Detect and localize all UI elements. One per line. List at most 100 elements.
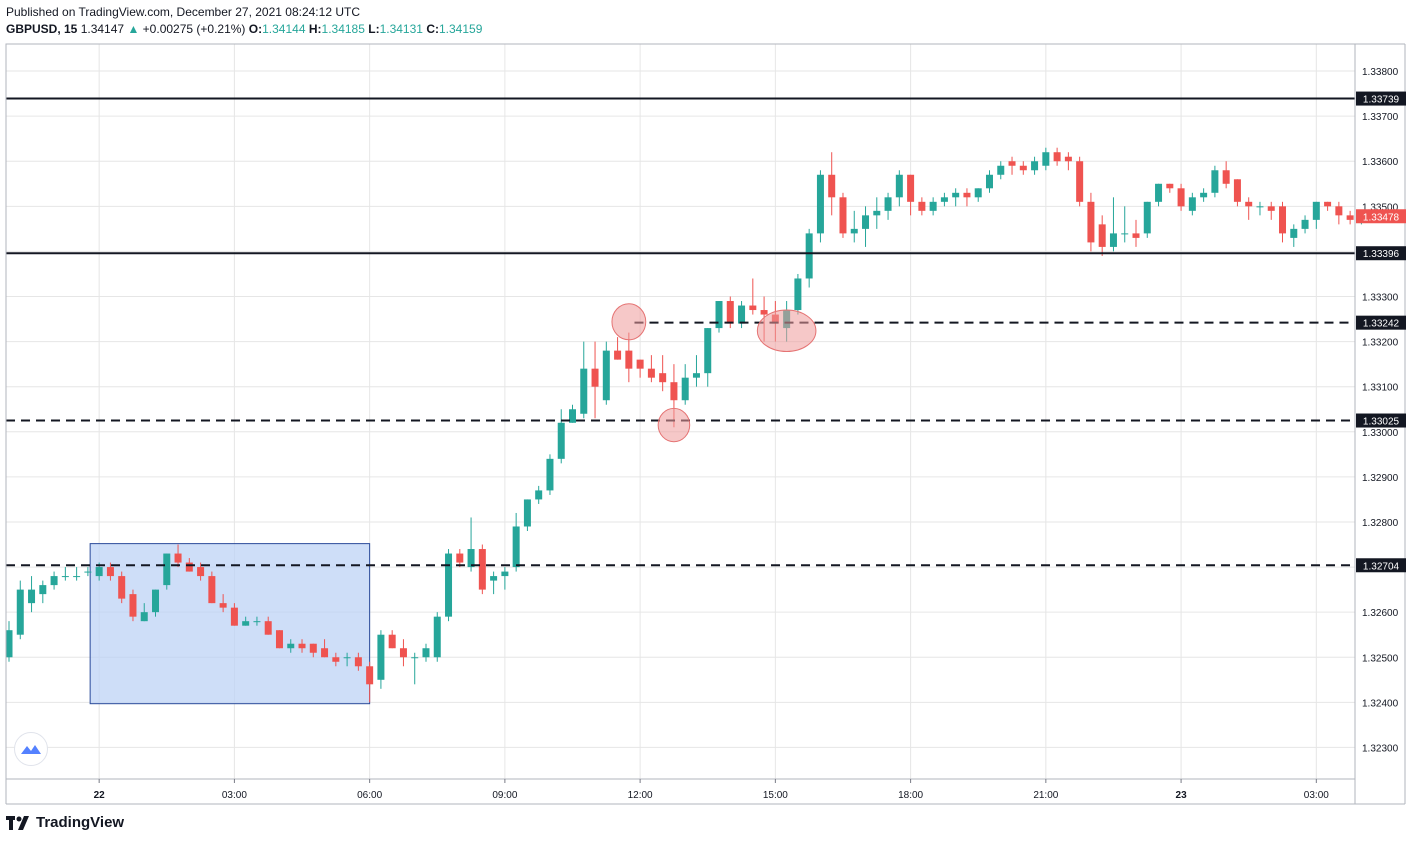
- candle-body: [456, 553, 464, 563]
- candle-body: [1132, 233, 1140, 238]
- candle-body: [850, 228, 858, 234]
- x-tick-label: 06:00: [357, 790, 382, 801]
- candle-body: [1064, 156, 1072, 162]
- tradingview-watermark-icon[interactable]: [14, 732, 48, 766]
- candle-body: [907, 174, 915, 202]
- candle-body: [726, 301, 734, 324]
- candle-body: [16, 589, 24, 635]
- candle-body: [749, 305, 757, 311]
- candle-body: [985, 174, 993, 189]
- circle-annotation[interactable]: [611, 303, 647, 341]
- candle-body: [1155, 183, 1163, 202]
- candle-body: [659, 373, 667, 383]
- x-tick-label: 23: [1176, 790, 1188, 801]
- candle-body: [1053, 152, 1061, 162]
- candle-body: [1076, 161, 1084, 202]
- candle-body: [1346, 215, 1354, 220]
- candle-body: [974, 188, 982, 198]
- candle-body: [118, 576, 126, 599]
- candle-body: [647, 368, 655, 378]
- level-price-label: 1.33025: [1363, 417, 1400, 428]
- x-tick-label: 12:00: [628, 790, 653, 801]
- candle-body: [354, 657, 362, 667]
- current-price-label: 1.33478: [1363, 212, 1400, 223]
- y-tick-label: 1.33600: [1362, 157, 1399, 168]
- candle-body: [512, 526, 520, 568]
- candle-body: [681, 377, 689, 401]
- highlight-zone-layer: [89, 543, 371, 705]
- x-tick-label: 22: [94, 790, 106, 801]
- highlight-zone-rect[interactable]: [89, 543, 371, 705]
- level-price-label: 1.33396: [1363, 249, 1400, 260]
- candle-body: [28, 589, 36, 604]
- candle-body: [1019, 165, 1027, 171]
- candle-body: [298, 643, 306, 649]
- level-price-label: 1.33739: [1363, 95, 1400, 106]
- candle-body: [1279, 206, 1287, 234]
- candle-body: [557, 422, 565, 459]
- x-tick-label: 21:00: [1033, 790, 1058, 801]
- candle-body: [918, 201, 926, 211]
- candle-body: [163, 553, 171, 586]
- candle-body: [433, 616, 441, 658]
- level-price-tag: [1356, 315, 1406, 330]
- price-axis[interactable]: 1.338001.337001.336001.335001.334001.333…: [1356, 67, 1406, 754]
- candle-body: [275, 630, 283, 649]
- candle-body: [50, 576, 58, 586]
- candle-body: [580, 368, 588, 414]
- candle-body: [1042, 152, 1050, 166]
- candle-body: [152, 589, 160, 613]
- y-tick-label: 1.33200: [1362, 338, 1399, 349]
- open-label: O:: [248, 22, 263, 36]
- candle-body: [535, 490, 543, 500]
- candle-body: [1222, 170, 1230, 184]
- candle-body: [569, 409, 576, 423]
- candle-body: [1267, 206, 1275, 211]
- candle-body: [715, 301, 723, 329]
- circle-annotations-layer: [611, 303, 817, 443]
- price-change: +0.00275 (+0.21%): [142, 22, 246, 36]
- candle-body: [309, 643, 317, 653]
- low-value: 1.34131: [379, 22, 423, 36]
- y-tick-label: 1.33100: [1362, 383, 1399, 394]
- candle-body: [692, 373, 700, 378]
- y-tick-label: 1.32300: [1362, 743, 1399, 754]
- candle-body: [185, 562, 193, 572]
- circle-annotation[interactable]: [756, 309, 817, 353]
- candle-body: [1098, 224, 1106, 247]
- candle-body: [1087, 201, 1095, 243]
- y-tick-label: 1.33500: [1362, 202, 1399, 213]
- tradingview-brand-text: TradingView: [36, 814, 125, 831]
- y-tick-label: 1.33300: [1362, 293, 1399, 304]
- tradingview-logo-icon: [6, 815, 29, 830]
- candle-body: [828, 174, 836, 198]
- time-axis[interactable]: 22 03:00 06:00 09:00 12:00 15:00 18:00 21:00 23 0…: [94, 779, 1330, 801]
- level-lines-layer: [6, 97, 1355, 567]
- candle-body: [1312, 201, 1320, 220]
- candle-body: [940, 197, 948, 202]
- candle-body: [399, 648, 407, 658]
- candle-body: [760, 310, 768, 315]
- candle-body: [1335, 206, 1343, 216]
- candle-body: [61, 576, 69, 578]
- candle-body: [625, 350, 633, 369]
- level-price-label: 1.33242: [1363, 319, 1400, 330]
- circle-annotation[interactable]: [657, 407, 691, 443]
- candle-body: [523, 499, 531, 527]
- candle-body: [366, 666, 374, 685]
- candle-body: [1245, 201, 1253, 207]
- candle-body: [1324, 201, 1332, 207]
- candle-body: [1121, 233, 1129, 235]
- candle-body: [501, 571, 509, 577]
- candle-body: [219, 603, 227, 608]
- open-value: 1.34144: [262, 22, 306, 36]
- tradingview-logo[interactable]: TradingView: [6, 814, 124, 831]
- level-price-tag: [1356, 413, 1406, 428]
- candle-body: [242, 621, 250, 626]
- candle-body: [873, 210, 881, 216]
- candle-body: [5, 630, 13, 658]
- candle-body: [39, 585, 47, 595]
- candle-body: [963, 192, 971, 198]
- y-tick-label: 1.32800: [1362, 518, 1399, 529]
